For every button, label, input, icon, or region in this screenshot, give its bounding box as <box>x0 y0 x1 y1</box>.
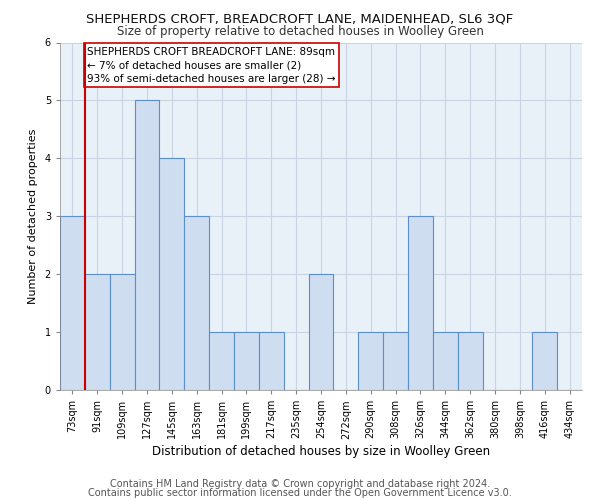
Bar <box>383 332 408 390</box>
Bar <box>209 332 234 390</box>
Text: SHEPHERDS CROFT BREADCROFT LANE: 89sqm
← 7% of detached houses are smaller (2)
9: SHEPHERDS CROFT BREADCROFT LANE: 89sqm ←… <box>88 47 336 84</box>
Bar <box>184 216 209 390</box>
Bar <box>134 100 160 390</box>
Bar <box>160 158 184 390</box>
Bar <box>532 332 557 390</box>
Bar <box>433 332 458 390</box>
Y-axis label: Number of detached properties: Number of detached properties <box>28 128 38 304</box>
Bar <box>358 332 383 390</box>
Text: Size of property relative to detached houses in Woolley Green: Size of property relative to detached ho… <box>116 25 484 38</box>
Bar <box>85 274 110 390</box>
Text: SHEPHERDS CROFT, BREADCROFT LANE, MAIDENHEAD, SL6 3QF: SHEPHERDS CROFT, BREADCROFT LANE, MAIDEN… <box>86 12 514 26</box>
Text: Contains HM Land Registry data © Crown copyright and database right 2024.: Contains HM Land Registry data © Crown c… <box>110 479 490 489</box>
Bar <box>408 216 433 390</box>
Bar <box>110 274 134 390</box>
Bar <box>234 332 259 390</box>
Bar <box>308 274 334 390</box>
Bar <box>60 216 85 390</box>
Text: Contains public sector information licensed under the Open Government Licence v3: Contains public sector information licen… <box>88 488 512 498</box>
Bar <box>259 332 284 390</box>
X-axis label: Distribution of detached houses by size in Woolley Green: Distribution of detached houses by size … <box>152 446 490 458</box>
Bar <box>458 332 482 390</box>
